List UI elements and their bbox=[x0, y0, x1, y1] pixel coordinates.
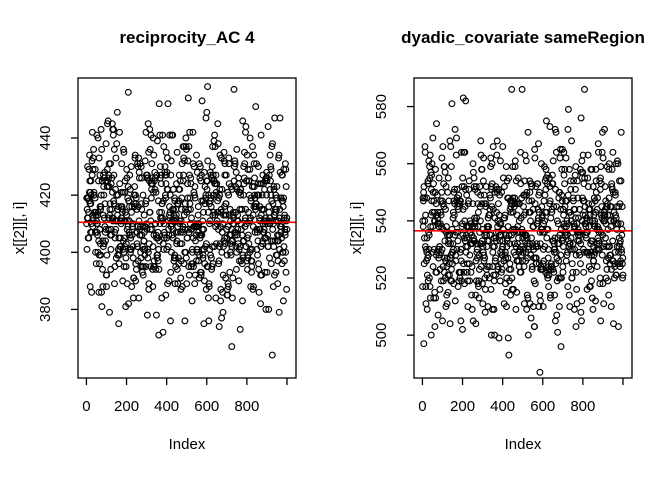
right-plot-title: dyadic_covariate sameRegion bbox=[401, 28, 645, 47]
svg-text:540: 540 bbox=[373, 208, 390, 233]
svg-text:560: 560 bbox=[373, 151, 390, 176]
svg-text:400: 400 bbox=[490, 398, 515, 415]
right-scatter-points bbox=[419, 85, 627, 376]
svg-text:500: 500 bbox=[373, 323, 390, 348]
left-x-axis-label: Index bbox=[168, 436, 206, 453]
left-y-axis-ticks bbox=[71, 137, 78, 311]
svg-text:400: 400 bbox=[37, 240, 54, 265]
left-y-axis-tick-labels: 380 400 420 440 bbox=[37, 125, 54, 321]
left-plot-title: reciprocity_AC 4 bbox=[119, 28, 255, 47]
svg-text:200: 200 bbox=[114, 398, 139, 415]
svg-text:380: 380 bbox=[37, 297, 54, 322]
svg-text:800: 800 bbox=[234, 398, 259, 415]
right-x-axis-ticks bbox=[421, 378, 624, 385]
svg-text:520: 520 bbox=[373, 265, 390, 290]
svg-text:0: 0 bbox=[82, 398, 90, 415]
left-plot-box bbox=[77, 77, 297, 379]
svg-text:420: 420 bbox=[37, 183, 54, 208]
svg-text:800: 800 bbox=[570, 398, 595, 415]
svg-text:200: 200 bbox=[450, 398, 475, 415]
svg-text:580: 580 bbox=[373, 94, 390, 119]
left-x-axis-ticks bbox=[85, 378, 288, 385]
left-scatter-points bbox=[83, 83, 291, 359]
svg-text:400: 400 bbox=[154, 398, 179, 415]
svg-text:600: 600 bbox=[530, 398, 555, 415]
svg-text:0: 0 bbox=[418, 398, 426, 415]
right-plot-box bbox=[413, 77, 633, 379]
svg-text:600: 600 bbox=[194, 398, 219, 415]
svg-text:440: 440 bbox=[37, 125, 54, 150]
left-x-axis-tick-labels: 0 200 400 600 800 bbox=[82, 398, 259, 415]
right-y-axis-ticks bbox=[407, 105, 414, 336]
right-x-axis-label: Index bbox=[504, 436, 542, 453]
right-x-axis-tick-labels: 0 200 400 600 800 bbox=[418, 398, 595, 415]
right-y-axis-tick-labels: 500 520 540 560 580 bbox=[373, 94, 390, 348]
